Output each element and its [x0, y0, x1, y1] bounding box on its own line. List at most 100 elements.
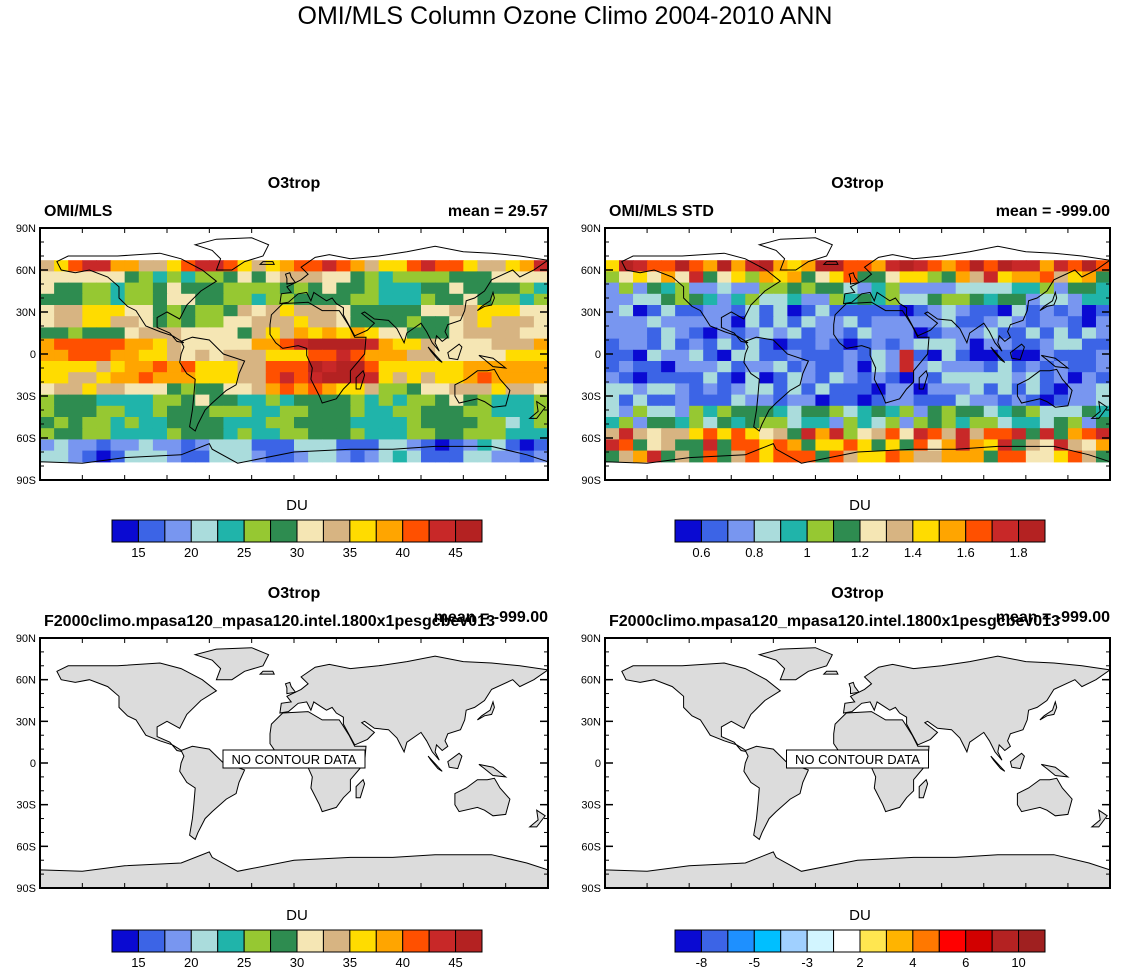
field-cell [731, 405, 746, 418]
field-cell [435, 361, 450, 373]
field-cell [181, 372, 196, 384]
panel-mean-label: mean = -999.00 [996, 203, 1110, 220]
field-cell [505, 383, 521, 396]
field-cell [195, 417, 210, 429]
australia-outline [454, 777, 511, 817]
europe-asia-outline [842, 655, 1110, 761]
field-cell [322, 316, 337, 328]
field-cell [717, 405, 732, 418]
field-cell [605, 316, 620, 328]
field-cell [871, 305, 887, 317]
field-cell [336, 428, 352, 440]
colorbar-swatch [780, 519, 808, 543]
australia-outline [1016, 368, 1073, 408]
field-cell [703, 394, 718, 407]
field-cell [54, 282, 69, 295]
field-cell [463, 439, 479, 452]
colorbar-swatch [428, 929, 457, 953]
field-cell [1081, 372, 1097, 384]
field-cell [82, 383, 98, 396]
field-cell [773, 271, 788, 284]
field-cell [279, 271, 295, 284]
field-cell [392, 439, 408, 452]
field-cell [1081, 316, 1097, 328]
field-cell [703, 327, 718, 340]
lat-tick-label: 30N [581, 716, 601, 728]
field-cell [829, 372, 845, 384]
field-cell [913, 338, 929, 351]
field-cell [533, 349, 548, 362]
field-cell [279, 439, 295, 452]
field-cell [885, 316, 901, 328]
field-cell [336, 271, 352, 284]
field-cell [308, 394, 323, 407]
field-cell [1025, 428, 1041, 440]
field-cell [491, 383, 507, 396]
field-cell [392, 428, 408, 440]
panel-mean-label: mean = -999.00 [996, 609, 1110, 626]
field-cell [96, 260, 112, 272]
sumatra-outline [427, 755, 443, 772]
field-cell [661, 338, 676, 351]
field-cell [927, 450, 943, 463]
field-cell [322, 428, 337, 440]
field-cell [54, 405, 69, 418]
field-cell [619, 349, 634, 362]
field-cell [265, 428, 281, 440]
field-cell [223, 417, 239, 429]
field-cell [237, 316, 253, 328]
field-cell [336, 439, 352, 452]
field-cell [449, 271, 464, 284]
field-cell [265, 260, 281, 272]
field-cell [969, 394, 985, 407]
field-cell [279, 260, 295, 272]
field-cell [279, 383, 295, 396]
field-cell [787, 450, 802, 463]
field-cell [703, 417, 718, 429]
field-cell [167, 282, 182, 295]
field-cell [773, 372, 788, 384]
field-cell [773, 450, 788, 463]
field-cell [605, 361, 620, 373]
field-cell [237, 260, 253, 272]
lat-tick-label: 30N [581, 307, 601, 319]
colorbar-label: DU [286, 907, 308, 924]
field-cell [647, 405, 662, 418]
field-cell [294, 305, 309, 317]
field-cell [983, 450, 999, 463]
colorbar-swatch [912, 519, 940, 543]
field-cell [449, 260, 464, 272]
field-cell [505, 372, 521, 384]
field-cell [505, 405, 521, 418]
field-cell [661, 417, 676, 429]
field-cell [843, 271, 859, 284]
field-cell [633, 305, 648, 317]
field-cell [801, 293, 817, 306]
field-cell [265, 293, 281, 306]
field-cell [435, 260, 450, 272]
field-cell [533, 305, 548, 317]
field-cell [364, 260, 380, 272]
field-cell [138, 271, 154, 284]
field-cell [605, 305, 620, 317]
colorbar-tick-label: 15 [131, 955, 145, 970]
field-cell [294, 439, 309, 452]
field-cell [279, 417, 295, 429]
iceland-outline [258, 261, 276, 265]
field-cell [491, 450, 507, 463]
field-cell [378, 338, 394, 351]
field-cell [68, 383, 83, 396]
field-cell [633, 327, 648, 340]
colorbar-swatch [137, 519, 166, 543]
field-cell [251, 439, 267, 452]
field-cell [82, 282, 98, 295]
field-cell [829, 349, 845, 362]
field-cell [1095, 439, 1110, 452]
field-cell [82, 394, 98, 407]
field-cell [745, 394, 760, 407]
field-cell [759, 316, 774, 328]
field-cell [167, 260, 182, 272]
field-cell [717, 271, 732, 284]
field-cell [773, 327, 788, 340]
field-cell [1081, 361, 1097, 373]
